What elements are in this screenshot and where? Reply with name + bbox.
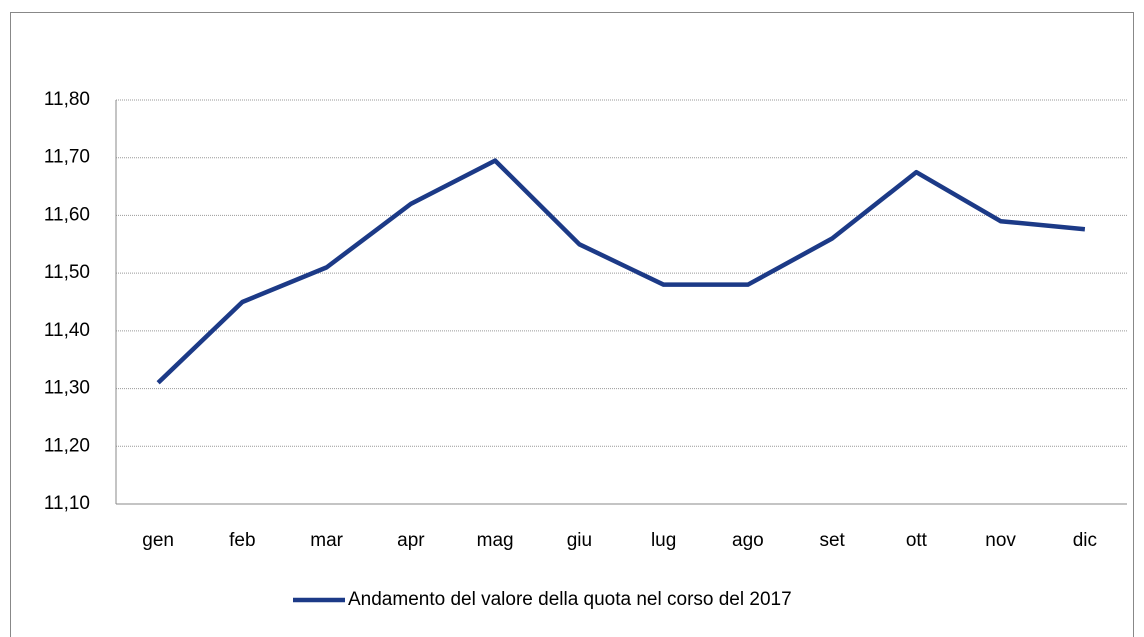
x-tick-label: mar	[310, 530, 343, 551]
legend-label: Andamento del valore della quota nel cor…	[348, 589, 792, 610]
y-tick-label: 11,30	[44, 378, 90, 399]
x-tick-label: ott	[906, 530, 928, 551]
x-tick-label: apr	[397, 530, 425, 551]
x-tick-label: nov	[985, 530, 1016, 551]
y-tick-label: 11,10	[44, 493, 90, 514]
x-tick-label: feb	[229, 530, 255, 551]
y-tick-label: 11,80	[44, 89, 90, 110]
y-tick-label: 11,60	[44, 204, 90, 225]
y-tick-label: 11,40	[44, 320, 90, 341]
x-tick-label: set	[819, 530, 845, 551]
y-tick-label: 11,50	[44, 262, 90, 283]
x-tick-label: mag	[477, 530, 514, 551]
x-tick-label: giu	[567, 530, 592, 551]
line-series	[156, 158, 1086, 385]
y-tick-label: 11,20	[44, 435, 90, 456]
x-tick-label: ago	[732, 530, 764, 551]
x-tick-label: dic	[1073, 530, 1097, 551]
x-tick-label: lug	[651, 530, 676, 551]
chart-border	[10, 12, 1134, 637]
x-tick-label: gen	[142, 530, 174, 551]
y-tick-label: 11,70	[44, 147, 90, 168]
